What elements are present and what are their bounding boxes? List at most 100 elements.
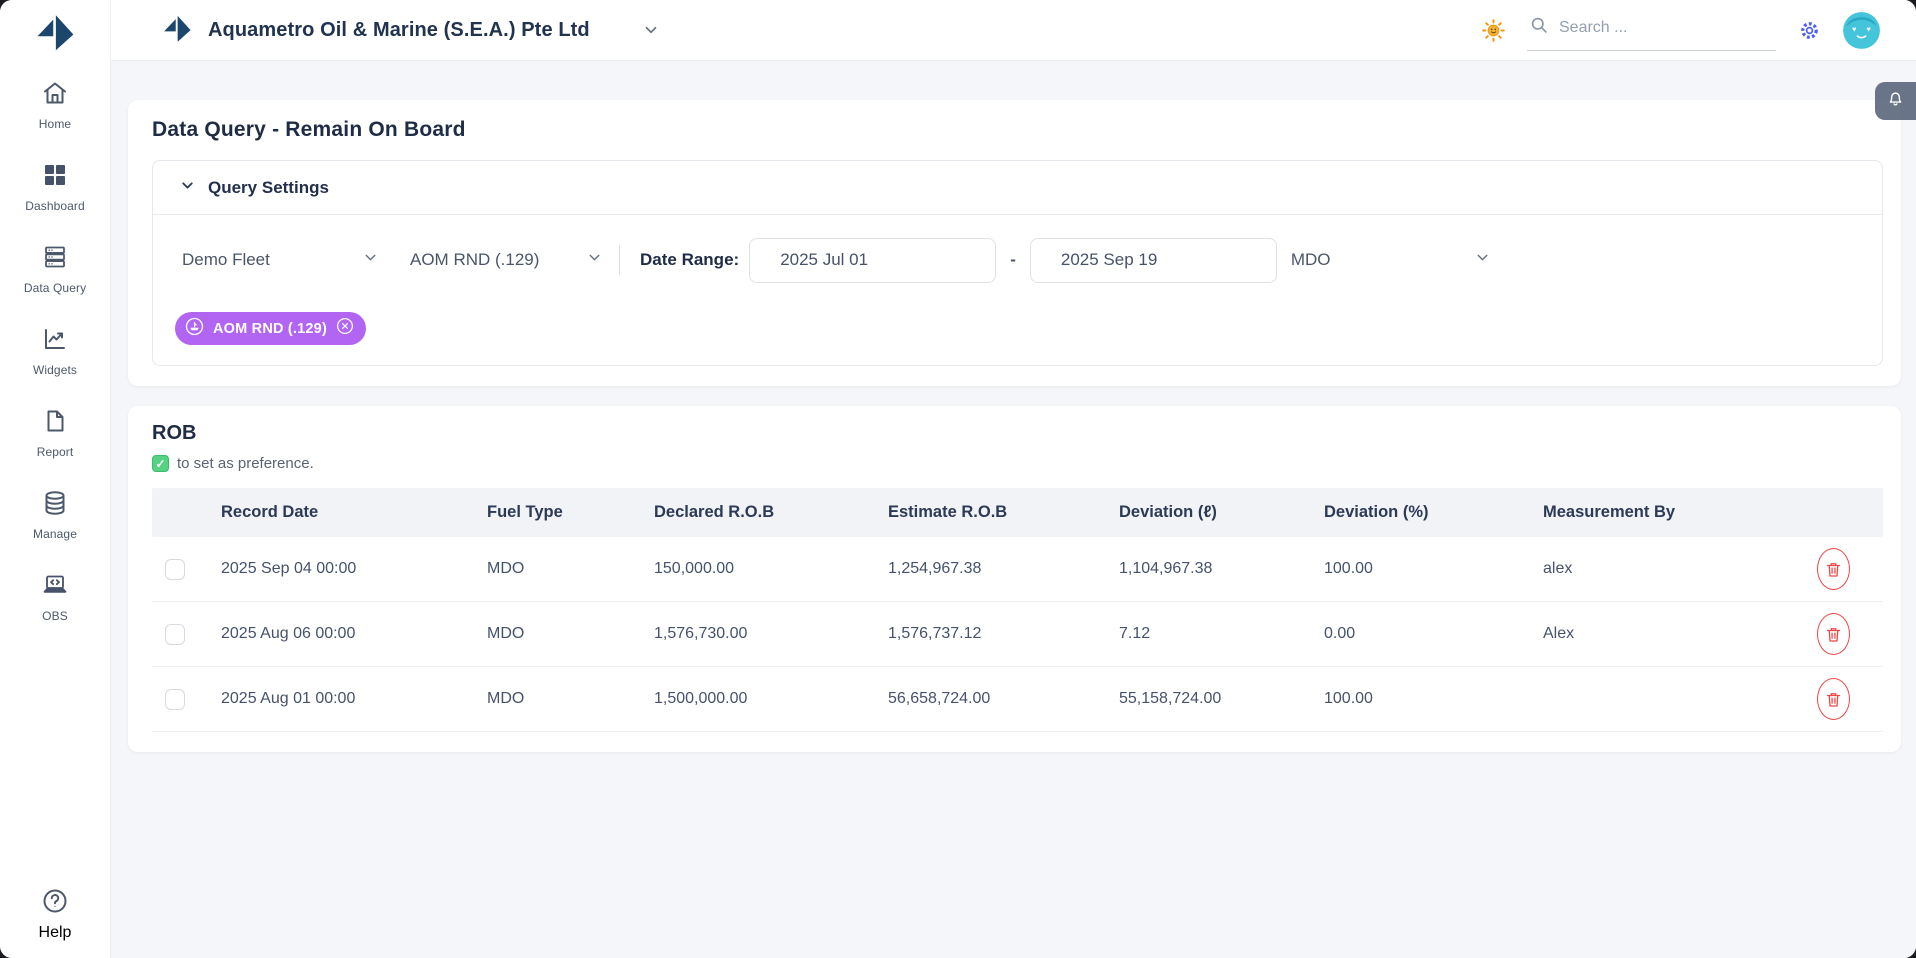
date-separator: - bbox=[1010, 250, 1016, 269]
table-row: 2025 Aug 06 00:00 MDO 1,576,730.00 1,576… bbox=[152, 602, 1883, 667]
cell-estimate-rob: 1,254,967.38 bbox=[888, 560, 982, 577]
col-estimate-rob: Estimate R.O.B bbox=[888, 503, 1008, 521]
sidebar-item-label: Widgets bbox=[32, 363, 78, 377]
col-record-date: Record Date bbox=[221, 503, 319, 521]
sidebar-item-obs[interactable]: OBS bbox=[10, 571, 100, 623]
cell-measurement-by: alex bbox=[1543, 560, 1573, 577]
preference-note: ✓ to set as preference. bbox=[152, 455, 1883, 472]
sidebar-item-report[interactable]: Report bbox=[10, 407, 100, 459]
user-avatar[interactable]: ♥ ♥ bbox=[1843, 11, 1880, 49]
theme-sun-icon[interactable] bbox=[1482, 18, 1505, 42]
company-logo-icon bbox=[160, 12, 194, 48]
search-input[interactable]: Search ... bbox=[1527, 9, 1776, 51]
col-deviation-l: Deviation (ℓ) bbox=[1119, 503, 1217, 521]
sidebar-item-widgets[interactable]: Widgets bbox=[10, 325, 100, 377]
fuel-select[interactable]: MDO bbox=[1291, 249, 1491, 271]
cell-deviation-pct: 100.00 bbox=[1324, 690, 1373, 707]
cell-deviation-l: 1,104,967.38 bbox=[1119, 560, 1213, 577]
database-icon bbox=[41, 489, 69, 522]
sidebar-item-label: Report bbox=[36, 445, 74, 459]
date-to-input[interactable]: 2025 Sep 19 bbox=[1029, 237, 1277, 283]
sidebar-item-label: Manage bbox=[33, 527, 77, 541]
main-content: Data Query - Remain On Board Query Setti… bbox=[111, 61, 1916, 958]
date-from-input[interactable]: 2025 Jul 01 bbox=[749, 237, 997, 283]
company-selector[interactable]: Aquametro Oil & Marine (S.E.A.) Pte Ltd bbox=[111, 12, 660, 48]
brand-logo-icon[interactable] bbox=[32, 10, 78, 57]
table-row: 2025 Aug 01 00:00 MDO 1,500,000.00 56,65… bbox=[152, 667, 1883, 732]
document-icon bbox=[41, 407, 69, 440]
chevron-down-icon bbox=[1474, 249, 1491, 271]
cell-estimate-rob: 1,576,737.12 bbox=[888, 625, 982, 642]
chevron-down-icon bbox=[642, 21, 660, 39]
sidebar-item-label: Dashboard bbox=[25, 199, 85, 213]
sidebar-item-dashboard[interactable]: Dashboard bbox=[10, 161, 100, 213]
company-name: Aquametro Oil & Marine (S.E.A.) Pte Ltd bbox=[208, 18, 590, 41]
svg-text:♥: ♥ bbox=[1867, 24, 1871, 33]
notifications-button[interactable] bbox=[1875, 82, 1916, 120]
sidebar-item-help[interactable]: Help bbox=[0, 888, 110, 942]
home-icon bbox=[41, 79, 69, 112]
rob-table: Record Date Fuel Type Declared R.O.B Est… bbox=[152, 488, 1883, 732]
actions-cell bbox=[1783, 548, 1883, 590]
fuel-select-value: MDO bbox=[1290, 250, 1331, 269]
actions-cell bbox=[1783, 678, 1883, 720]
row-checkbox[interactable] bbox=[165, 688, 185, 710]
chip-remove-icon[interactable] bbox=[336, 317, 354, 340]
table-header-row: Record Date Fuel Type Declared R.O.B Est… bbox=[152, 488, 1883, 537]
trash-icon bbox=[1826, 562, 1840, 577]
delete-row-button[interactable] bbox=[1816, 678, 1850, 720]
cell-measurement-by: Alex bbox=[1543, 625, 1575, 642]
data-query-card: Data Query - Remain On Board Query Setti… bbox=[128, 100, 1901, 386]
sidebar-item-home[interactable]: Home bbox=[10, 79, 100, 131]
green-check-icon: ✓ bbox=[152, 455, 169, 472]
help-icon bbox=[42, 888, 68, 919]
cell-record-date: 2025 Sep 04 00:00 bbox=[221, 560, 357, 577]
cell-fuel-type: MDO bbox=[487, 560, 525, 577]
search-icon bbox=[1529, 15, 1549, 40]
delete-row-button[interactable] bbox=[1816, 613, 1850, 655]
vessel-select-value: AOM RND (.129) bbox=[410, 250, 540, 269]
settings-gear-icon[interactable] bbox=[1798, 19, 1821, 42]
trash-icon bbox=[1826, 692, 1840, 707]
row-checkbox[interactable] bbox=[165, 623, 185, 645]
col-deviation-pct: Deviation (%) bbox=[1324, 503, 1429, 521]
query-settings-header[interactable]: Query Settings bbox=[153, 161, 1882, 215]
vessel-chip[interactable]: AOM RND (.129) bbox=[175, 312, 366, 345]
topbar: Aquametro Oil & Marine (S.E.A.) Pte Ltd bbox=[111, 0, 1916, 61]
col-fuel-type: Fuel Type bbox=[487, 503, 563, 521]
page-title: Data Query - Remain On Board bbox=[152, 118, 466, 141]
col-measurement-by: Measurement By bbox=[1543, 503, 1676, 521]
chart-icon bbox=[41, 325, 69, 358]
server-stack-icon bbox=[41, 243, 69, 276]
cell-deviation-pct: 0.00 bbox=[1324, 625, 1356, 642]
vessel-select[interactable]: AOM RND (.129) bbox=[410, 249, 603, 271]
col-declared-rob: Declared R.O.B bbox=[654, 503, 775, 521]
sidebar-item-label: OBS bbox=[42, 609, 68, 623]
fleet-select[interactable]: Demo Fleet bbox=[182, 249, 379, 271]
query-settings-title: Query Settings bbox=[208, 177, 329, 197]
delete-row-button[interactable] bbox=[1816, 548, 1850, 590]
checkbox-cell bbox=[152, 558, 221, 580]
topbar-actions: Search ... ♥ ♥ bbox=[1482, 9, 1916, 51]
laptop-code-icon bbox=[41, 571, 69, 604]
sidebar: Home Dashboard D bbox=[0, 0, 111, 958]
preference-note-text: to set as preference. bbox=[177, 455, 314, 472]
row-checkbox[interactable] bbox=[165, 558, 185, 580]
cell-deviation-pct: 100.00 bbox=[1324, 560, 1373, 577]
sidebar-item-manage[interactable]: Manage bbox=[10, 489, 100, 541]
cell-declared-rob: 150,000.00 bbox=[654, 560, 735, 577]
sidebar-item-data-query[interactable]: Data Query bbox=[10, 243, 100, 295]
cell-estimate-rob: 56,658,724.00 bbox=[888, 690, 991, 707]
svg-text:♥: ♥ bbox=[1852, 24, 1856, 33]
date-range-label: Date Range: bbox=[640, 250, 740, 269]
actions-cell bbox=[1783, 613, 1883, 655]
ship-icon bbox=[185, 317, 204, 341]
query-controls: Demo Fleet AOM RND (.129) Date Range: 20… bbox=[153, 215, 1882, 305]
cell-record-date: 2025 Aug 06 00:00 bbox=[221, 625, 356, 642]
collapse-chevron-icon bbox=[179, 177, 196, 199]
cell-declared-rob: 1,576,730.00 bbox=[654, 625, 748, 642]
fleet-select-value: Demo Fleet bbox=[182, 250, 270, 269]
cell-record-date: 2025 Aug 01 00:00 bbox=[221, 690, 356, 707]
rob-card: ROB ✓ to set as preference. Record Date … bbox=[128, 406, 1901, 752]
